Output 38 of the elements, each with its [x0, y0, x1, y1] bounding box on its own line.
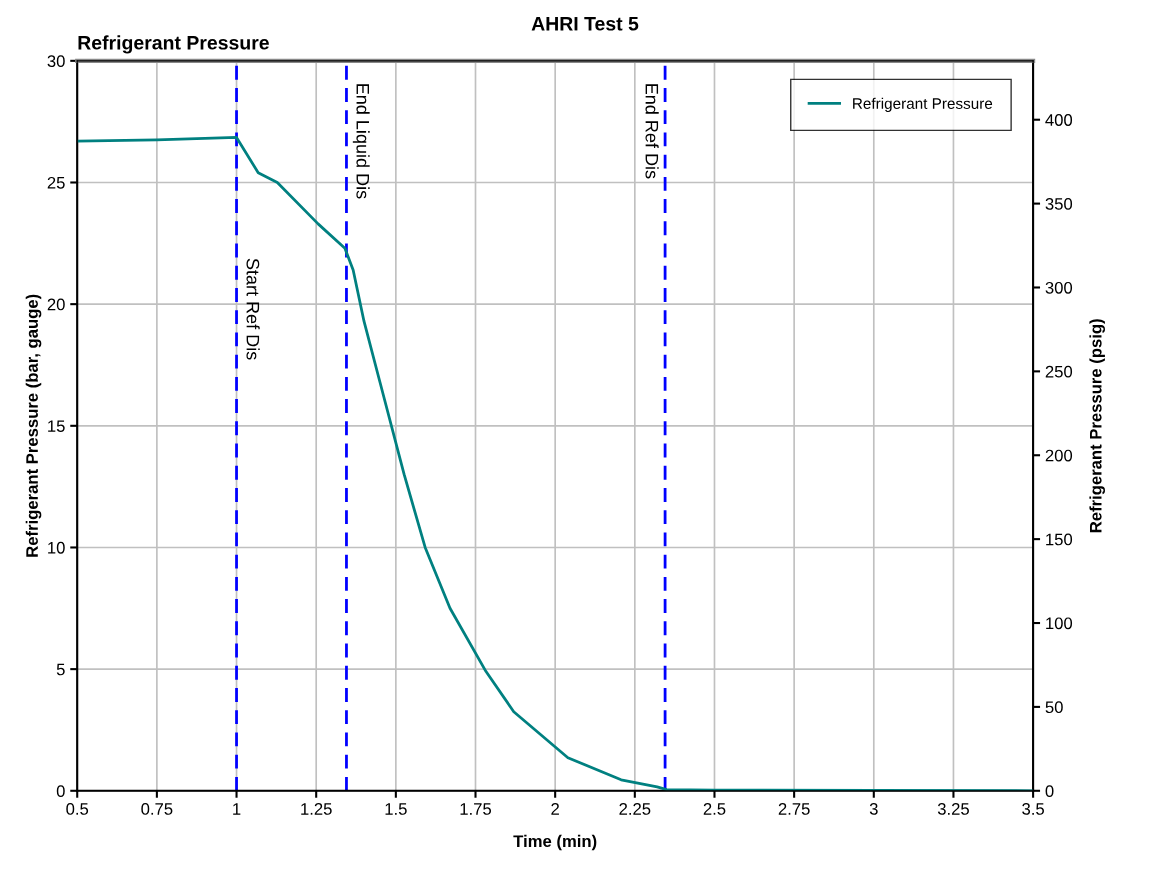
y2-tick-label: 300: [1045, 281, 1073, 294]
chart-subtitle: Refrigerant Pressure: [78, 35, 269, 54]
y2-tick-label: 0: [1045, 785, 1054, 797]
x-tick-label: 2.25: [619, 803, 651, 815]
y-tick-label: 10: [48, 541, 65, 554]
x-tick-label: 2: [551, 803, 559, 815]
x-tick-label: 1: [233, 803, 241, 815]
x-tick-label: 2.75: [778, 803, 810, 815]
y-tick-label: 20: [47, 298, 65, 311]
y2-tick-label: 400: [1045, 114, 1073, 126]
y-tick-label: 15: [48, 420, 65, 433]
x-tick-label: 1.25: [301, 803, 332, 815]
y-tick-label: 5: [56, 663, 65, 676]
x-axis-title: Time (min): [513, 834, 597, 851]
ref-line-label: End Liquid Dis: [352, 84, 370, 199]
x-tick-label: 3.5: [1022, 803, 1044, 815]
ref-line-label: End Ref Dis: [645, 84, 659, 179]
x-tick-label: 1.5: [385, 803, 407, 815]
legend-label: Refrigerant Pressure: [853, 97, 993, 112]
y2-tick-label: 200: [1045, 449, 1073, 462]
y-tick-label: 25: [47, 176, 65, 189]
x-tick-label: 2.5: [703, 803, 726, 815]
x-tick-label: 1.75: [460, 803, 492, 815]
y2-tick-label: 250: [1045, 365, 1073, 378]
y2-tick-label: 350: [1045, 198, 1073, 210]
y2-tick-label: 150: [1046, 533, 1073, 546]
y2-tick-label: 100: [1046, 617, 1073, 630]
x-tick-label: 0.75: [141, 803, 173, 815]
y-tick-label: 30: [47, 55, 65, 68]
chart-title: AHRI Test 5: [531, 17, 639, 31]
ref-line-label: Start Ref Dis: [246, 258, 260, 360]
x-tick-label: 0.5: [66, 803, 89, 815]
x-tick-label: 3: [869, 803, 878, 815]
y2-axis-title: Refrigerant Pressure (psig): [1089, 319, 1105, 533]
y-axis-title: Refrigerant Pressure (bar, gauge): [25, 294, 42, 557]
y-tick-label: 0: [56, 785, 65, 797]
x-tick-label: 3.25: [937, 803, 969, 815]
y2-tick-label: 50: [1045, 701, 1063, 714]
